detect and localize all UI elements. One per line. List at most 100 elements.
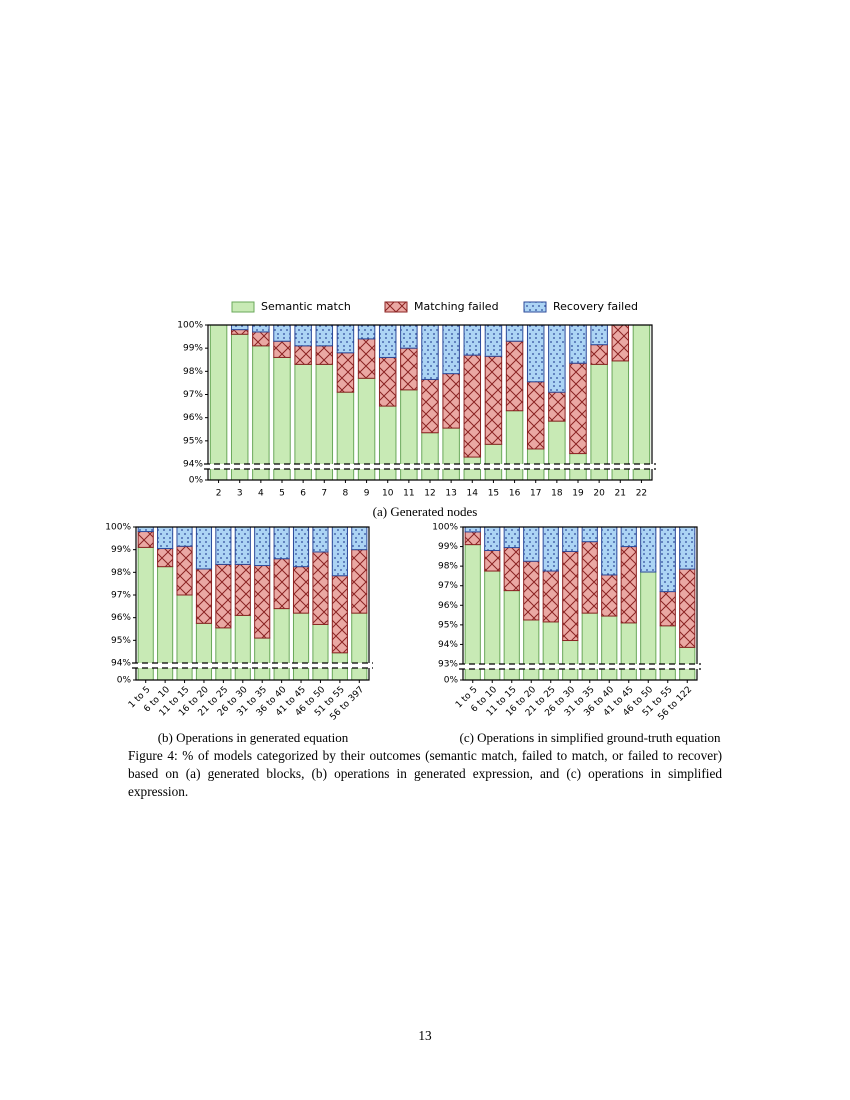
bar-segment [442,324,460,375]
x-tick-label: 11 [403,489,414,499]
x-tick-label: 9 [364,489,370,499]
y-tick-label: 96% [111,613,131,623]
bar-segment [230,324,249,331]
bar-segment [273,340,291,358]
bar-segment [505,340,524,412]
bar-segment [336,352,355,393]
bar-segment [679,568,696,648]
bar-segment [254,565,271,639]
bar-segment [659,591,676,627]
bar-segment [562,640,579,681]
bar-segment [484,549,501,572]
bar-segment [357,338,376,379]
x-tick-label: 13 [445,489,456,499]
bar-segment [640,526,657,573]
y-tick-label: 0% [117,676,132,686]
legend-swatch [384,301,408,313]
bar-segment [336,324,355,354]
y-tick-label: 96% [183,413,203,423]
bar-segment [215,627,232,681]
bar-segment [611,324,630,362]
bar-segment [157,548,174,568]
y-tick-label: 95% [438,620,458,630]
axis-break-gap [132,663,373,668]
y-tick-label: 100% [105,523,131,533]
y-tick-label: 0% [189,476,204,486]
bar-segment [581,526,598,543]
x-tick-label: 18 [551,489,563,499]
bar-segment [505,324,524,342]
x-tick-label: 17 [530,489,541,499]
bar-segment [421,324,439,380]
x-tick-label: 3 [237,489,243,499]
y-tick-label: 96% [438,601,458,611]
y-tick-label: 97% [183,390,203,400]
bar-segment [601,615,618,681]
bar-segment [234,526,251,565]
x-tick-label: 6 [300,489,306,499]
bar-segment [562,526,579,552]
bar-segment [137,531,154,548]
x-tick-label: 2 [216,489,222,499]
bar-segment [273,526,290,560]
x-tick-label: 7 [321,489,327,499]
bar-segment [294,345,312,365]
bar-segment [234,614,251,681]
bar-segment [526,324,545,383]
bar-segment [294,324,312,347]
bar-segment [505,410,524,481]
legend-swatch [231,301,255,313]
y-tick-label: 94% [183,460,203,470]
axis-break-gap [459,664,701,669]
page-number: 13 [418,1028,432,1043]
bar-segment [315,324,334,347]
bar-segment [230,333,249,481]
legend-label: Matching failed [414,300,499,313]
x-tick-label: 4 [258,489,264,499]
bar-segment [292,612,310,681]
bar-segment [351,549,368,614]
y-tick-label: 93% [438,660,458,670]
bar-segment [548,391,566,422]
bar-segment [254,637,271,681]
bar-segment [484,443,503,481]
bar-segment [464,526,481,533]
x-tick-label: 22 [636,489,647,499]
bar-segment [523,560,540,621]
x-tick-label: 12 [424,489,435,499]
y-tick-label: 100% [432,523,458,533]
bar-segment [209,324,228,481]
y-tick-label: 98% [111,568,131,578]
figure-caption: Figure 4: % of models categorized by the… [128,748,722,799]
bar-segment [273,608,290,681]
bar-segment [137,526,154,533]
bar-segment [195,568,213,624]
bar-segment [548,324,566,393]
bar-segment [442,373,460,429]
axis-frame [462,526,698,681]
bar-segment [292,526,310,568]
bar-segment [659,526,676,593]
bar-segment [378,356,397,407]
bar-segment [463,354,482,458]
x-tick-label: 8 [343,489,349,499]
axis-break-gap [204,464,656,469]
legend-label: Recovery failed [553,300,638,313]
bar-segment [292,566,310,614]
bar-segment [176,545,193,596]
bar-segment [273,356,291,481]
bar-segment [195,526,213,570]
bar-segment [523,619,540,681]
bar-segment [351,526,368,551]
x-tick-label: 21 [615,489,626,499]
bar-segment [620,622,637,681]
y-tick-label: 94% [111,659,131,669]
bar-segment [230,329,249,335]
bar-segment [442,427,460,481]
bar-segment [569,362,587,455]
bar-segment [601,574,618,617]
x-tick-label: 20 [593,489,605,499]
bar-segment [503,547,520,592]
